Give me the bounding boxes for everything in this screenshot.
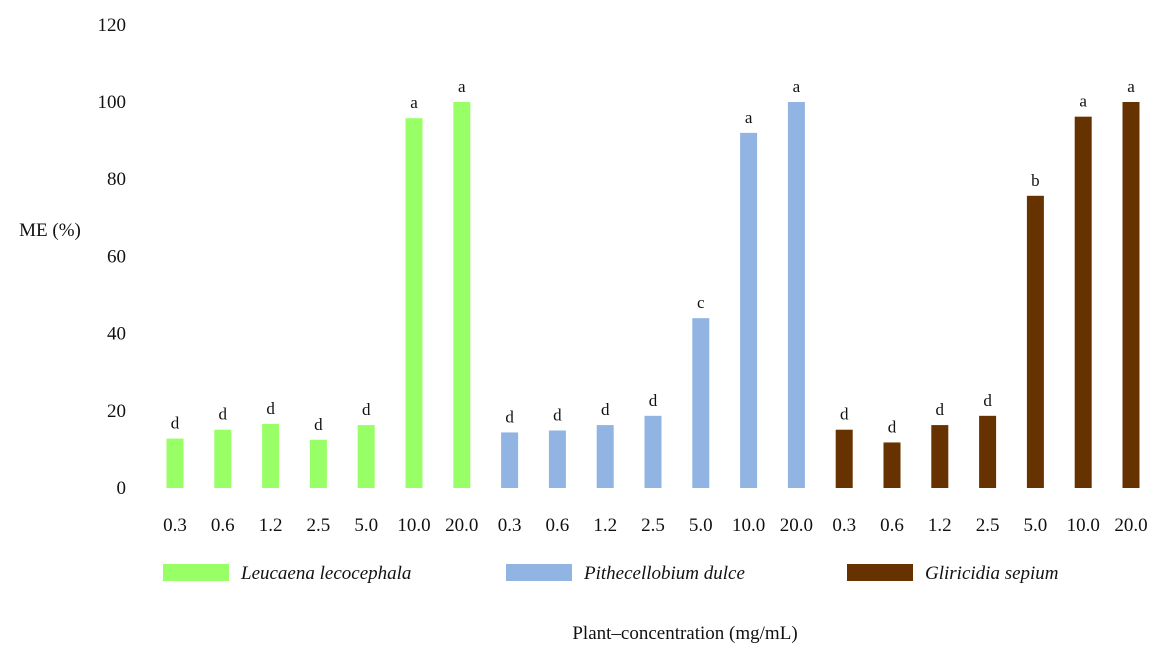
significance-letter: a	[1079, 92, 1087, 111]
x-tick-label: 20.0	[780, 515, 813, 536]
x-tick-label: 0.3	[832, 515, 856, 536]
significance-letter: a	[458, 77, 466, 96]
legend-swatch	[163, 564, 229, 581]
significance-letter: d	[266, 399, 275, 418]
x-tick-label: 10.0	[732, 515, 765, 536]
x-tick-label: 5.0	[1024, 515, 1048, 536]
y-tick-label: 80	[107, 169, 126, 190]
legend-label: Leucaena lecocephala	[240, 563, 411, 584]
bar	[548, 430, 566, 488]
significance-letter: a	[410, 93, 418, 112]
significance-letter: d	[314, 415, 323, 434]
significance-letter: a	[1127, 77, 1135, 96]
legend-swatch	[506, 564, 572, 581]
y-tick-label: 20	[107, 401, 126, 422]
y-axis: 0 20 40 60 80 100 120	[98, 15, 127, 499]
x-tick-label: 10.0	[397, 515, 430, 536]
significance-letter: d	[936, 400, 945, 419]
bar	[787, 102, 805, 488]
bars-group	[166, 102, 1140, 488]
x-tick-label: 1.2	[259, 515, 283, 536]
bar	[1122, 102, 1140, 488]
significance-letter: d	[219, 405, 228, 424]
significance-letter: a	[793, 77, 801, 96]
significance-letter: a	[745, 108, 753, 127]
x-axis: 0.3 0.6 1.2 2.5 5.0 10.0 20.0 0.3 0.6 1.2 2.5 5.0 10…	[163, 515, 1148, 536]
x-tick-label: 1.2	[593, 515, 617, 536]
x-tick-label: 20.0	[1114, 515, 1147, 536]
x-tick-label: 0.6	[546, 515, 570, 536]
bar	[453, 102, 471, 488]
y-tick-label: 100	[98, 92, 127, 113]
bar	[835, 429, 853, 488]
x-tick-label: 1.2	[928, 515, 952, 536]
bar	[883, 442, 901, 488]
bar	[931, 425, 949, 488]
bar	[166, 438, 184, 488]
legend-label: Pithecellobium dulce	[583, 563, 745, 584]
x-tick-label: 0.3	[163, 515, 187, 536]
bar	[692, 318, 710, 488]
bar	[979, 415, 997, 488]
significance-letter: d	[888, 417, 897, 436]
x-tick-label: 5.0	[354, 515, 378, 536]
bar	[357, 425, 375, 488]
legend: Leucaena lecocephala Pithecellobium dulce…	[163, 563, 1059, 584]
x-tick-label: 2.5	[976, 515, 1000, 536]
bar	[214, 429, 232, 488]
significance-letter: d	[983, 391, 992, 410]
legend-swatch	[847, 564, 913, 581]
significance-letter: b	[1031, 171, 1040, 190]
x-tick-label: 0.6	[211, 515, 235, 536]
bar	[644, 415, 662, 488]
legend-label: Gliricidia sepium	[925, 563, 1059, 584]
significance-letter: d	[840, 405, 849, 424]
significance-labels: d d d d d a a d d d d c a a d d d d b a a	[171, 77, 1135, 436]
y-tick-label: 40	[107, 324, 126, 345]
y-tick-label: 120	[98, 15, 127, 36]
bar	[1026, 195, 1044, 488]
y-tick-label: 0	[117, 478, 127, 499]
significance-letter: d	[649, 391, 658, 410]
y-tick-label: 60	[107, 246, 126, 267]
bar	[262, 423, 280, 488]
x-tick-label: 20.0	[445, 515, 478, 536]
significance-letter: d	[601, 400, 610, 419]
bar	[501, 432, 519, 488]
significance-letter: d	[505, 407, 514, 426]
bar	[1074, 116, 1092, 488]
bar	[596, 425, 614, 488]
x-tick-label: 2.5	[641, 515, 665, 536]
significance-letter: d	[553, 405, 562, 424]
x-tick-label: 0.6	[880, 515, 904, 536]
bar	[309, 439, 327, 488]
significance-letter: d	[362, 400, 371, 419]
y-axis-title: ME (%)	[19, 220, 81, 241]
bar	[405, 118, 423, 488]
x-tick-label: 0.3	[498, 515, 522, 536]
bar	[740, 132, 758, 488]
x-tick-label: 2.5	[307, 515, 331, 536]
significance-letter: d	[171, 414, 180, 433]
x-axis-title: Plant–concentration (mg/mL)	[572, 623, 797, 644]
x-tick-label: 10.0	[1067, 515, 1100, 536]
significance-letter: c	[697, 293, 705, 312]
x-tick-label: 5.0	[689, 515, 713, 536]
